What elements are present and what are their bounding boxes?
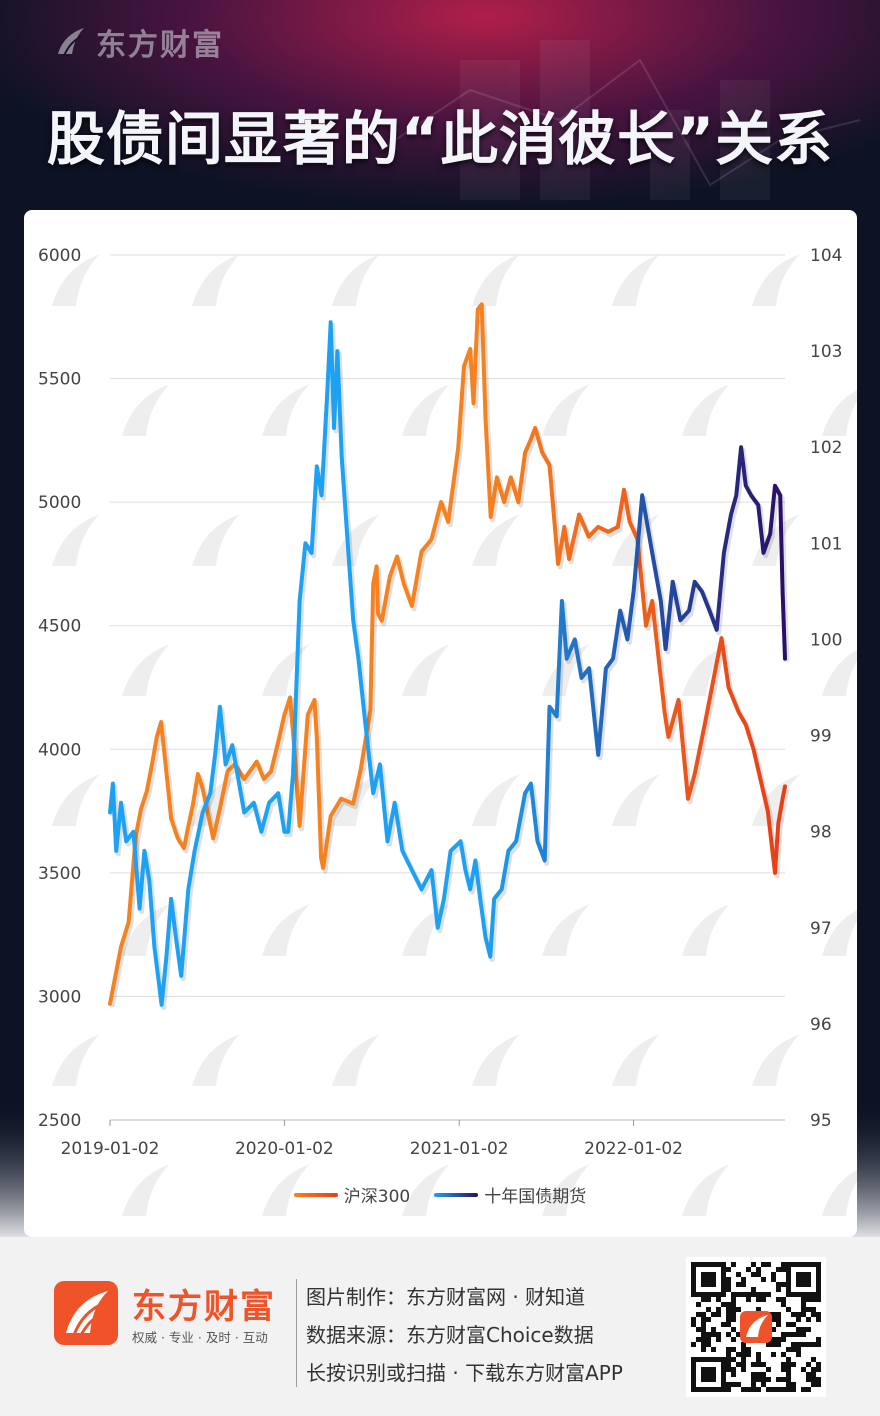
- watermark-logo-icon: [402, 384, 450, 436]
- left-y-tick-label: 5500: [38, 370, 81, 390]
- footer-brand: 东方财富: [132, 1287, 276, 1327]
- watermark-logo-icon: [612, 254, 660, 306]
- left-y-axis: 6000 5500 5000 4500 4000 3500 3000 2500: [38, 246, 81, 1131]
- watermark-logo-icon: [262, 1164, 310, 1216]
- legend-label-csi300: 沪深300: [343, 1187, 411, 1207]
- watermark-logo-icon: [612, 1034, 660, 1086]
- x-tick-label: 2022-01-02: [584, 1139, 683, 1159]
- watermark-logo-icon: [822, 390, 857, 436]
- watermark-logo-icon: [612, 774, 660, 826]
- x-axis: 2019-01-02 2020-01-02 2021-01-02 2022-01-02: [61, 1120, 683, 1159]
- watermark-logo-icon: [192, 514, 240, 566]
- watermark-logo-icon: [332, 254, 380, 306]
- right-y-tick-label: 100: [810, 630, 842, 650]
- watermark-logo-icon: [822, 650, 857, 696]
- series-shadow: [109, 322, 790, 1011]
- right-y-tick-label: 103: [810, 342, 842, 362]
- x-tick-label: 2020-01-02: [235, 1139, 334, 1159]
- watermark-logo-icon: [122, 644, 170, 696]
- watermark-logo-icon: [752, 774, 800, 826]
- footer-source: 数据来源：东方财富Choice数据: [306, 1323, 594, 1347]
- watermark-logo-icon: [262, 644, 310, 696]
- right-y-tick-label: 99: [810, 727, 832, 747]
- brand-logo-icon: [58, 28, 84, 57]
- legend-label-bond-futures: 十年国债期货: [484, 1187, 587, 1207]
- watermark-logo-icon: [122, 384, 170, 436]
- brand-watermark-text: 东方财富: [96, 28, 224, 63]
- right-y-tick-label: 96: [810, 1015, 832, 1035]
- watermark-logo-icon: [682, 1164, 730, 1216]
- watermark-logo-icon: [262, 904, 310, 956]
- legend-swatch-csi300: [293, 1192, 338, 1197]
- series-line-bond-futures: [108, 320, 787, 1007]
- footer-logo-icon: [54, 1281, 118, 1345]
- watermark-pattern: [52, 254, 857, 1216]
- watermark-logo-icon: [822, 1170, 857, 1216]
- watermark-logo-icon: [122, 1164, 170, 1216]
- legend-swatch-bond-futures: [434, 1192, 479, 1197]
- x-tick-label: 2019-01-02: [61, 1139, 160, 1159]
- grid-lines: [110, 254, 785, 1121]
- qr-code-icon[interactable]: [686, 1257, 826, 1397]
- chart-card: 6000 5500 5000 4500 4000 3500 3000 2500 104 103 1…: [24, 210, 857, 1237]
- watermark-logo-icon: [192, 1034, 240, 1086]
- page-title: 股债间显著的“此消彼长”关系: [46, 105, 834, 173]
- footer: 东方财富 权威 · 专业 · 及时 · 互动 图片制作：东方财富网 · 财知道 …: [0, 1237, 880, 1416]
- watermark-logo-icon: [262, 384, 310, 436]
- watermark-logo-icon: [332, 1034, 380, 1086]
- x-tick-label: 2021-01-02: [410, 1139, 509, 1159]
- watermark-logo-icon: [52, 774, 100, 826]
- watermark-logo-icon: [332, 514, 380, 566]
- left-y-tick-label: 4500: [38, 617, 81, 637]
- footer-credit: 图片制作：东方财富网 · 财知道: [306, 1285, 586, 1309]
- right-y-tick-label: 97: [810, 919, 832, 939]
- watermark-logo-icon: [752, 254, 800, 306]
- watermark-logo-icon: [122, 904, 170, 956]
- series-shadow: [109, 304, 790, 1008]
- watermark-logo-icon: [472, 1034, 520, 1086]
- left-y-tick-label: 4000: [38, 740, 81, 760]
- watermark-logo-icon: [472, 254, 520, 306]
- watermark-logo-icon: [472, 514, 520, 566]
- footer-cta[interactable]: 长按识别或扫描 · 下载东方财富APP: [306, 1361, 623, 1385]
- watermark-logo-icon: [752, 1034, 800, 1086]
- right-y-tick-label: 101: [810, 534, 842, 554]
- legend-item-bond-futures[interactable]: 十年国债期货: [434, 1182, 586, 1207]
- series-lines: [108, 302, 790, 1011]
- watermark-logo-icon: [542, 904, 590, 956]
- series-line-csi300: [108, 302, 787, 1006]
- right-y-tick-label: 102: [810, 438, 842, 458]
- left-y-tick-label: 2500: [38, 1111, 81, 1131]
- legend-item-csi300[interactable]: 沪深300: [293, 1182, 411, 1207]
- left-y-tick-label: 3500: [38, 864, 81, 884]
- left-y-tick-label: 6000: [38, 246, 81, 266]
- brand-watermark: 东方财富: [52, 20, 224, 64]
- watermark-logo-icon: [822, 910, 857, 956]
- right-y-axis: 104 103 102 101 100 99 98 97 96 95: [810, 246, 842, 1131]
- left-y-tick-label: 5000: [38, 493, 81, 513]
- right-y-tick-label: 95: [810, 1111, 832, 1131]
- watermark-logo-icon: [402, 644, 450, 696]
- watermark-logo-icon: [52, 514, 100, 566]
- footer-divider: [296, 1279, 297, 1387]
- watermark-logo-icon: [52, 254, 100, 306]
- watermark-logo-icon: [682, 904, 730, 956]
- left-y-tick-label: 3000: [38, 987, 81, 1007]
- watermark-logo-icon: [542, 384, 590, 436]
- footer-slogan: 权威 · 专业 · 及时 · 互动: [132, 1330, 268, 1345]
- watermark-logo-icon: [682, 384, 730, 436]
- watermark-logo-icon: [52, 1034, 100, 1086]
- right-y-tick-label: 98: [810, 823, 832, 843]
- watermark-logo-icon: [472, 774, 520, 826]
- watermark-logo-icon: [192, 254, 240, 306]
- watermark-logo-icon: [402, 1164, 450, 1216]
- chart-legend: 沪深300 十年国债期货: [0, 1182, 880, 1207]
- watermark-logo-icon: [542, 1164, 590, 1216]
- right-y-tick-label: 104: [810, 246, 842, 266]
